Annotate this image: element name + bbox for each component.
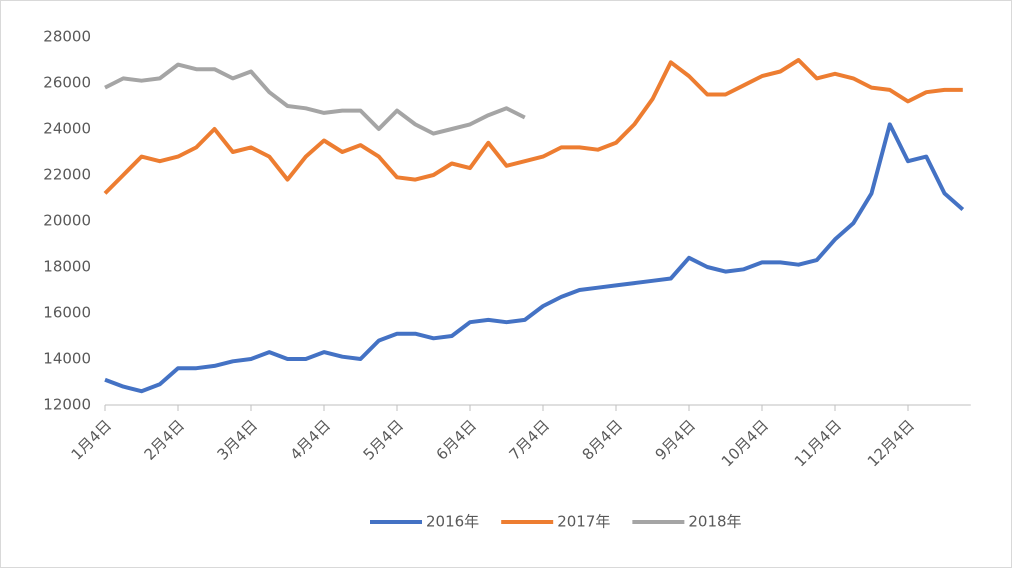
- y-tick-label: 28000: [43, 28, 91, 46]
- y-tick-label: 12000: [43, 396, 91, 414]
- y-tick-label: 26000: [43, 74, 91, 92]
- series-line: [103, 58, 963, 195]
- y-tick-label: 14000: [43, 350, 91, 368]
- y-tick-label: 18000: [43, 258, 91, 276]
- y-tick-label: 22000: [43, 166, 91, 184]
- y-tick-label: 24000: [43, 120, 91, 138]
- series-line: [104, 62, 526, 136]
- legend-label: 2018年: [688, 513, 741, 531]
- series-line: [104, 122, 965, 394]
- y-tick-label: 16000: [43, 304, 91, 322]
- legend-label: 2017年: [557, 513, 610, 531]
- y-tick-label: 20000: [43, 212, 91, 230]
- legend-label: 2016年: [426, 513, 479, 531]
